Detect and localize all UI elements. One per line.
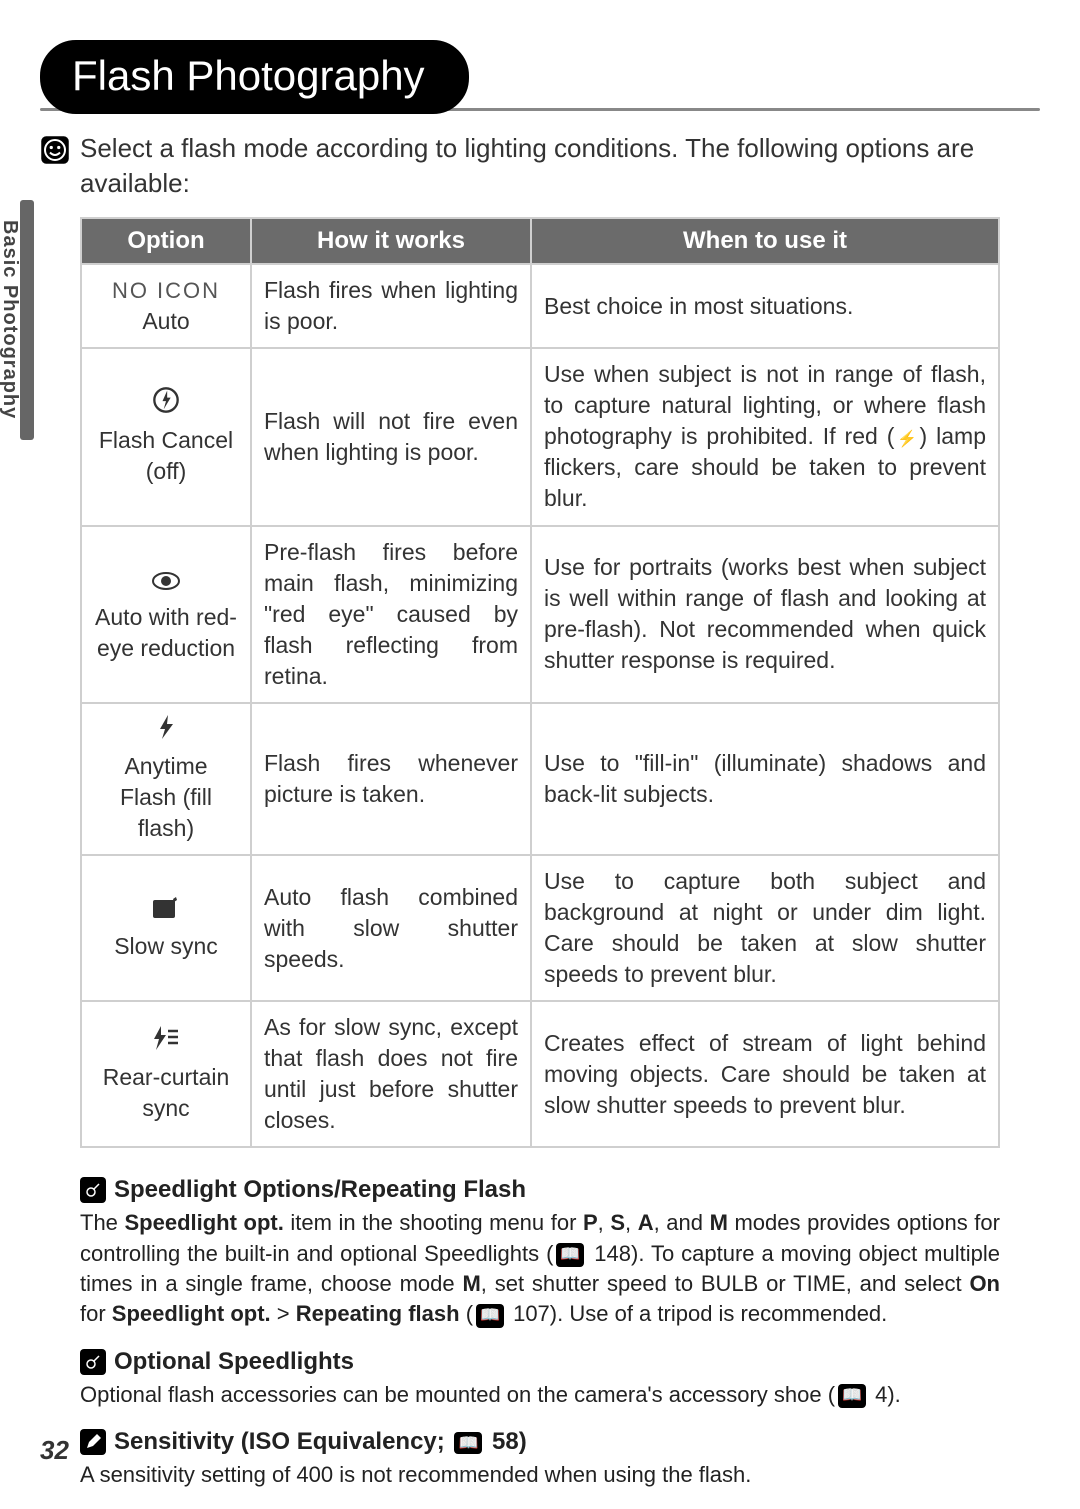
option-name: Anytime Flash (fill flash) bbox=[120, 753, 212, 841]
when-cell: Use for portraits (works best when subje… bbox=[531, 526, 999, 703]
table-row: Rear-curtain sync As for slow sync, exce… bbox=[81, 1001, 999, 1147]
t: ) bbox=[519, 1428, 527, 1455]
t: , and bbox=[654, 1210, 710, 1235]
t: > bbox=[271, 1301, 296, 1326]
when-cell: Use to capture both subject and backgrou… bbox=[531, 855, 999, 1001]
smiley-icon bbox=[40, 135, 70, 165]
option-rear-curtain: Rear-curtain sync bbox=[81, 1001, 251, 1147]
th-how: How it works bbox=[251, 218, 531, 264]
red-eye-icon bbox=[94, 565, 238, 600]
th-when: When to use it bbox=[531, 218, 999, 264]
option-name: Rear-curtain sync bbox=[103, 1064, 230, 1121]
option-fill-flash: Anytime Flash (fill flash) bbox=[81, 703, 251, 855]
t: On bbox=[969, 1271, 1000, 1296]
note-heading: Optional Speedlights bbox=[80, 1348, 1000, 1376]
t: Speedlight opt. bbox=[112, 1301, 271, 1326]
option-name: Auto with red-eye reduction bbox=[95, 604, 237, 661]
how-cell: Flash fires whenever picture is taken. bbox=[251, 703, 531, 855]
option-name: Slow sync bbox=[114, 933, 218, 959]
note-badge-icon bbox=[80, 1349, 106, 1375]
t: Speedlight opt. bbox=[124, 1210, 283, 1235]
title-frame: Flash Photography bbox=[40, 40, 1040, 111]
note-heading-text: Optional Speedlights bbox=[114, 1348, 354, 1376]
slow-sync-icon bbox=[94, 894, 238, 929]
note-heading: Sensitivity (ISO Equivalency; 📖 58) bbox=[80, 1428, 1000, 1456]
how-cell: Flash fires when lighting is poor. bbox=[251, 264, 531, 348]
t: ( bbox=[460, 1301, 473, 1326]
note-heading-text: Speedlight Options/Repeating Flash bbox=[114, 1176, 526, 1204]
flash-cancel-icon bbox=[94, 386, 238, 423]
option-name: Auto bbox=[142, 308, 189, 334]
t: ). Use of a tripod is recommended. bbox=[550, 1301, 887, 1326]
note-sensitivity: Sensitivity (ISO Equivalency; 📖 58) A se… bbox=[80, 1428, 1000, 1490]
option-flash-cancel: Flash Cancel (off) bbox=[81, 348, 251, 525]
option-name: Flash Cancel (off) bbox=[99, 427, 233, 484]
side-section-label: Basic Photography bbox=[0, 220, 21, 419]
t: Optional flash accessories can be mounte… bbox=[80, 1382, 835, 1407]
how-cell: Flash will not fire even when lighting i… bbox=[251, 348, 531, 525]
when-cell: Use to "fill-in" (illuminate) shadows an… bbox=[531, 703, 999, 855]
note-heading-text: Sensitivity (ISO Equivalency; 📖 58) bbox=[114, 1428, 527, 1456]
t: , set shutter speed to BULB or TIME, and… bbox=[481, 1271, 970, 1296]
when-cell: Use when subject is not in range of flas… bbox=[531, 348, 999, 525]
page-title: Flash Photography bbox=[40, 40, 469, 114]
flash-bolt-icon: ⚡ bbox=[894, 431, 919, 448]
when-cell: Creates effect of stream of light behind… bbox=[531, 1001, 999, 1147]
th-option: Option bbox=[81, 218, 251, 264]
how-cell: Pre-flash fires before main flash, minim… bbox=[251, 526, 531, 703]
option-auto: NO ICON Auto bbox=[81, 264, 251, 348]
note-speedlight: Speedlight Options/Repeating Flash The S… bbox=[80, 1176, 1000, 1329]
t: P bbox=[583, 1210, 598, 1235]
fill-flash-icon bbox=[94, 714, 238, 749]
t: Repeating flash bbox=[296, 1301, 460, 1326]
t: M bbox=[462, 1271, 480, 1296]
flash-modes-table: Option How it works When to use it NO IC… bbox=[80, 217, 1000, 1148]
table-row: Anytime Flash (fill flash) Flash fires w… bbox=[81, 703, 999, 855]
t: item in the shooting menu for bbox=[284, 1210, 583, 1235]
page-ref-num: 148 bbox=[594, 1241, 631, 1266]
intro-row: Select a flash mode according to lightin… bbox=[40, 131, 1040, 201]
page-ref-icon: 📖 bbox=[476, 1304, 504, 1328]
table-header-row: Option How it works When to use it bbox=[81, 218, 999, 264]
note-body: The Speedlight opt. item in the shooting… bbox=[80, 1208, 1000, 1329]
option-slow-sync: Slow sync bbox=[81, 855, 251, 1001]
note-heading: Speedlight Options/Repeating Flash bbox=[80, 1176, 1000, 1204]
side-accent-bar bbox=[20, 200, 34, 440]
page-ref-icon: 📖 bbox=[556, 1243, 584, 1267]
option-red-eye: Auto with red-eye reduction bbox=[81, 526, 251, 703]
table-row: Flash Cancel (off) Flash will not fire e… bbox=[81, 348, 999, 525]
t: , bbox=[625, 1210, 638, 1235]
intro-text: Select a flash mode according to lightin… bbox=[80, 131, 1040, 201]
pencil-badge-icon bbox=[80, 1429, 106, 1455]
note-body: Optional flash accessories can be mounte… bbox=[80, 1380, 1000, 1410]
page-ref-icon: 📖 bbox=[454, 1432, 482, 1454]
note-badge-icon bbox=[80, 1177, 106, 1203]
page-ref-num: 107 bbox=[513, 1301, 550, 1326]
no-icon-label: NO ICON bbox=[94, 276, 238, 306]
t: ). bbox=[887, 1382, 900, 1407]
t: Sensitivity (ISO Equivalency; bbox=[114, 1428, 451, 1455]
page-content: Flash Photography Select a flash mode ac… bbox=[40, 40, 1040, 1509]
page-ref-num: 58 bbox=[492, 1428, 519, 1455]
table-row: Slow sync Auto flash combined with slow … bbox=[81, 855, 999, 1001]
note-optional-speedlights: Optional Speedlights Optional flash acce… bbox=[80, 1348, 1000, 1410]
page-ref-icon: 📖 bbox=[838, 1384, 866, 1408]
t: S bbox=[610, 1210, 625, 1235]
how-cell: As for slow sync, except that flash does… bbox=[251, 1001, 531, 1147]
t: A bbox=[638, 1210, 654, 1235]
t: The bbox=[80, 1210, 124, 1235]
t: , bbox=[598, 1210, 611, 1235]
when-cell: Best choice in most situations. bbox=[531, 264, 999, 348]
table-row: NO ICON Auto Flash fires when lighting i… bbox=[81, 264, 999, 348]
how-cell: Auto flash combined with slow shutter sp… bbox=[251, 855, 531, 1001]
table-row: Auto with red-eye reduction Pre-flash fi… bbox=[81, 526, 999, 703]
t: for bbox=[80, 1301, 112, 1326]
page-ref-num: 4 bbox=[875, 1382, 887, 1407]
rear-curtain-icon bbox=[94, 1025, 238, 1060]
t: M bbox=[710, 1210, 728, 1235]
page-number: 32 bbox=[40, 1435, 69, 1466]
